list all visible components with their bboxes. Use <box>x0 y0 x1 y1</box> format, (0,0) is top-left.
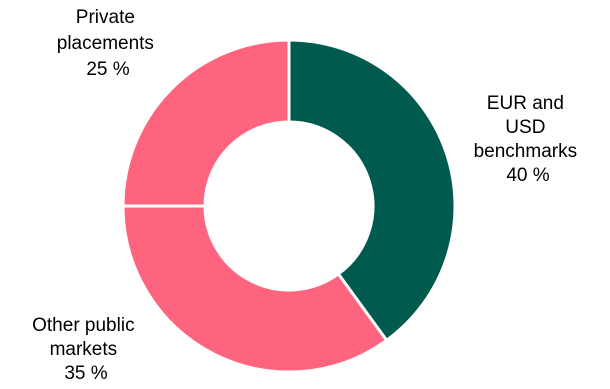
donut-slice-0 <box>287 38 457 343</box>
slice-label-other-public-markets: Other public markets 35 % <box>32 315 140 384</box>
donut-slice-2 <box>121 38 291 208</box>
slice-label-private-placements: Private placements 25 % <box>57 7 159 80</box>
slice-label-eur-usd-benchmarks: EUR and USD benchmarks 40 % <box>474 93 583 186</box>
donut-slice-1 <box>121 204 389 374</box>
donut-slices <box>121 38 457 374</box>
